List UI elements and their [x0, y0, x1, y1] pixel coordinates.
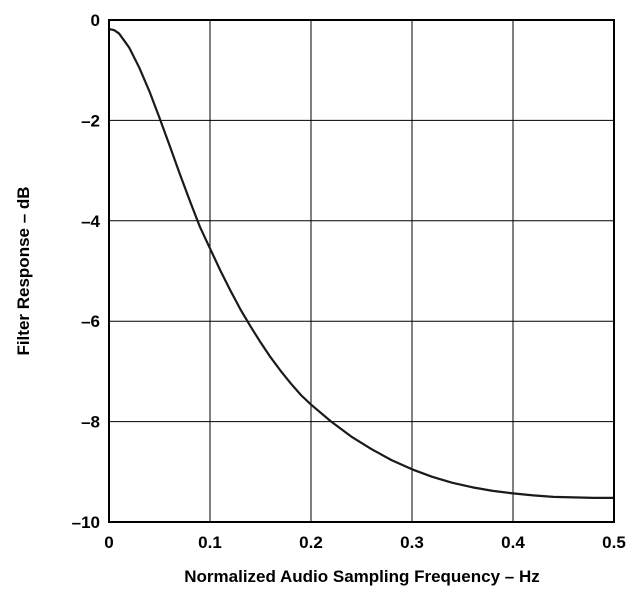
series-line — [107, 27, 616, 499]
y-tick-label: –2 — [81, 111, 100, 130]
series-group — [107, 27, 616, 499]
x-tick-label: 0 — [104, 533, 113, 552]
grid-lines — [109, 20, 614, 522]
y-tick-label: –8 — [81, 413, 100, 432]
y-tick-labels: 0 –2 –4 –6 –8 –10 — [72, 11, 101, 532]
x-tick-label: 0.2 — [299, 533, 323, 552]
x-tick-labels: 0 0.1 0.2 0.3 0.4 0.5 — [104, 533, 626, 552]
x-axis-title: Normalized Audio Sampling Frequency – Hz — [184, 567, 539, 586]
x-tick-label: 0.4 — [501, 533, 525, 552]
x-tick-label: 0.3 — [400, 533, 424, 552]
y-tick-label: –10 — [72, 513, 100, 532]
y-axis-title: Filter Response – dB — [14, 186, 33, 355]
plot-frame — [108, 19, 615, 523]
y-tick-label: –4 — [81, 212, 100, 231]
y-tick-label: –6 — [81, 312, 100, 331]
x-tick-label: 0.5 — [602, 533, 626, 552]
y-tick-label: 0 — [91, 11, 100, 30]
x-tick-label: 0.1 — [198, 533, 222, 552]
